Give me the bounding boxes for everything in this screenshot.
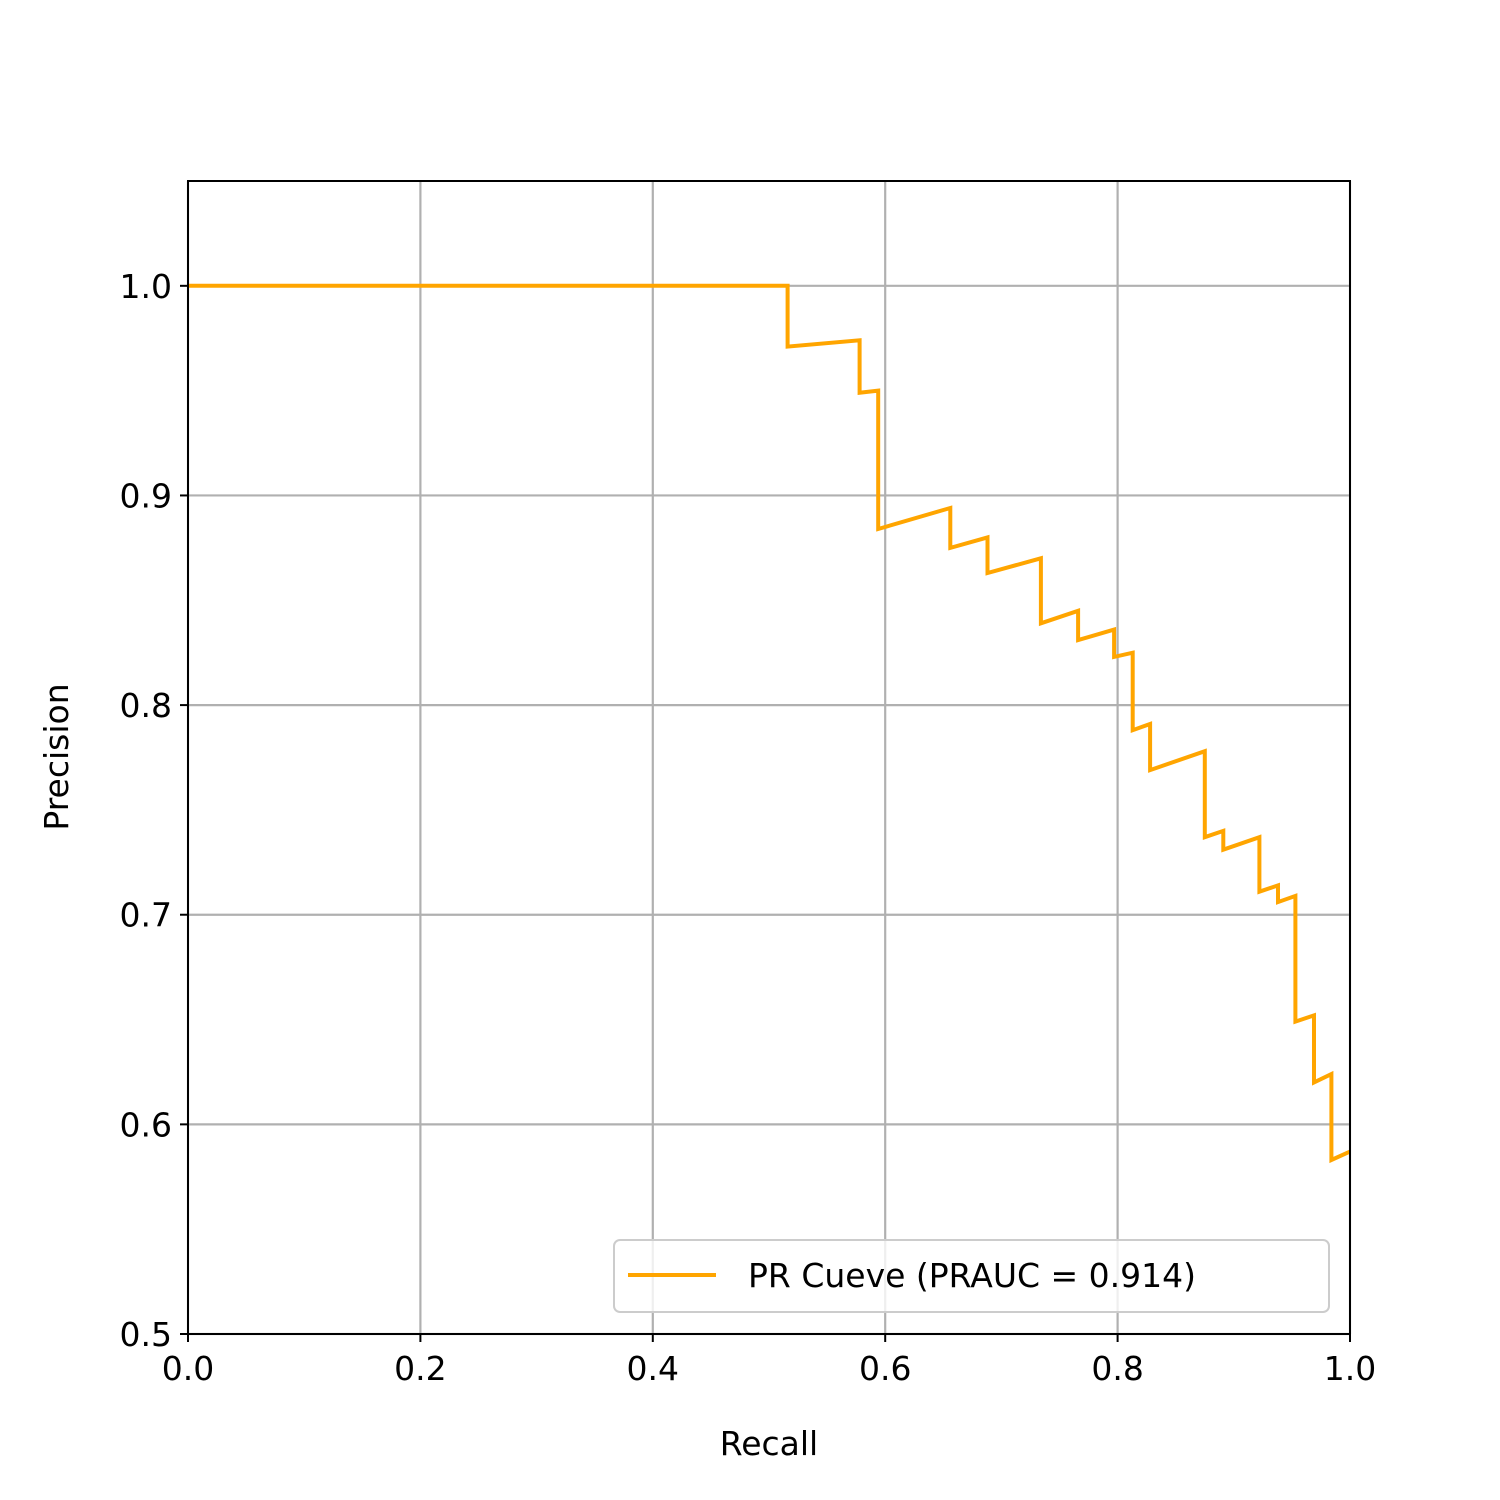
legend-entry: PR Cueve (PRAUC = 0.914)	[748, 1256, 1196, 1295]
grid	[186, 181, 1352, 1336]
x-tick-label: 0.2	[394, 1349, 446, 1388]
x-tick-label: 0.0	[162, 1349, 214, 1388]
y-tick-label: 0.5	[120, 1315, 172, 1354]
y-axis-label: Precision	[37, 683, 76, 830]
x-tick-label: 0.4	[627, 1349, 679, 1388]
pr-curve-line	[188, 283, 1351, 1164]
y-tick-label: 0.7	[120, 896, 172, 935]
x-axis-label: Recall	[720, 1424, 818, 1463]
y-tick-label: 0.6	[120, 1105, 172, 1144]
y-tick-label: 1.0	[120, 267, 172, 306]
plot-frame	[187, 180, 1351, 1335]
axis-ticks: 0.0 0.2 0.4 0.6 0.8 1.0 0.5 0.6 0.7 0.8 0.9 1.0	[120, 267, 1377, 1388]
legend-box	[613, 1239, 1330, 1313]
x-tick-label: 0.8	[1091, 1349, 1143, 1388]
legend: PR Cueve (PRAUC = 0.914)	[613, 1239, 1330, 1313]
x-tick-label: 0.6	[859, 1349, 911, 1388]
y-tick-label: 0.8	[120, 686, 172, 725]
y-tick-label: 0.9	[120, 476, 172, 515]
series-layer	[188, 283, 1351, 1164]
x-tick-label: 1.0	[1324, 1349, 1376, 1388]
